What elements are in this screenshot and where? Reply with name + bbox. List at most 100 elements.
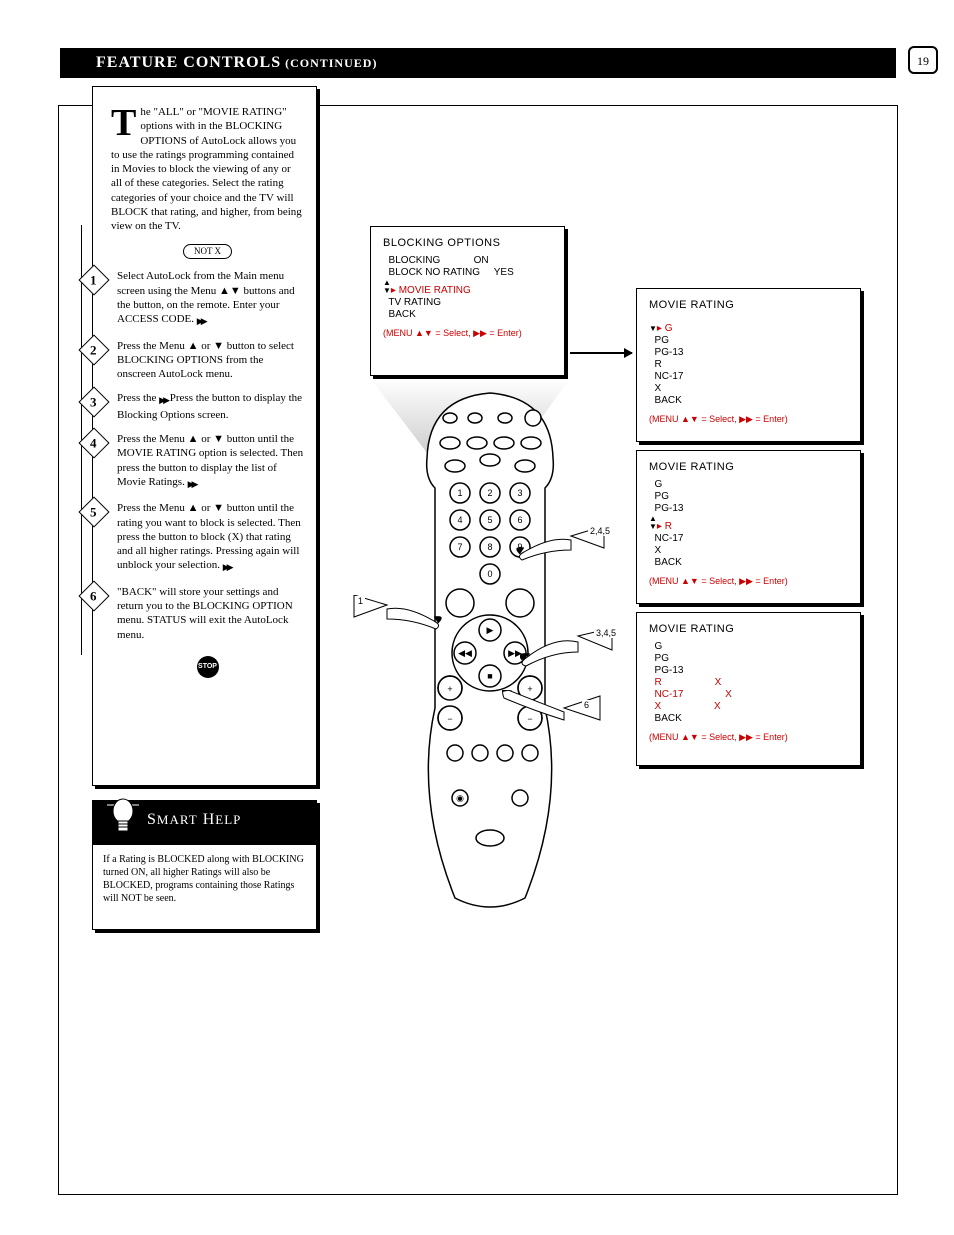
intro-text: T he "ALL" or "MOVIE RATING" options wit…: [111, 105, 304, 259]
osd-line: BACK: [649, 713, 848, 724]
osd-line: G: [649, 641, 848, 652]
svg-text:+: +: [447, 684, 452, 694]
steps-list: 1 Select AutoLock from the Main menu scr…: [111, 269, 304, 678]
osd-line: BLOCKING ON: [383, 255, 552, 266]
title-paren2: ): [372, 56, 377, 70]
step-1: 1 Select AutoLock from the Main menu scr…: [111, 269, 304, 328]
osd-footer: (MENU ▲▼ = Select, ▶▶ = Enter): [649, 732, 848, 743]
osd-line: NC-17 X: [649, 689, 848, 700]
step-text: "BACK" will store your settings and retu…: [117, 586, 293, 641]
svg-text:8: 8: [487, 542, 492, 552]
ffwd-icon: [223, 560, 231, 574]
osd-line: PG-13: [649, 665, 848, 676]
sel-arrows-icon: ▼: [649, 317, 657, 333]
osd-line: NC-17: [649, 533, 848, 544]
svg-text:3: 3: [517, 488, 522, 498]
step-6: 6 "BACK" will store your settings and re…: [111, 585, 304, 642]
title-continued: CONTINUED: [290, 56, 372, 70]
osd-movie-rating-2: MOVIE RATING G PG PG-13 ▲▼▸ R NC-17 X BA…: [636, 450, 861, 604]
title-paren: (: [281, 56, 290, 70]
svg-text:■: ■: [487, 671, 492, 681]
osd-line: PG: [649, 653, 848, 664]
step-badge: 4: [78, 427, 109, 458]
osd-title: MOVIE RATING: [649, 299, 848, 311]
instructions-panel: T he "ALL" or "MOVIE RATING" options wit…: [92, 86, 317, 786]
osd-blocking-options: BLOCKING OPTIONS BLOCKING ON BLOCK NO RA…: [370, 226, 565, 376]
step-text: Press the Menu ▲ or ▼ button until the M…: [117, 433, 303, 488]
step-2: 2 Press the Menu ▲ or ▼ button to select…: [111, 339, 304, 382]
svg-text:2: 2: [487, 488, 492, 498]
osd-line: ▲▼▸ MOVIE RATING: [383, 279, 552, 296]
svg-text:−: −: [447, 714, 452, 724]
svg-text:7: 7: [457, 542, 462, 552]
osd-line: PG-13: [649, 503, 848, 514]
osd-movie-rating-1: MOVIE RATING ▼▸ G PG PG-13 R NC-17 X BAC…: [636, 288, 861, 442]
svg-text:▶: ▶: [487, 625, 494, 635]
osd-footer: (MENU ▲▼ = Select, ▶▶ = Enter): [649, 414, 848, 425]
step-badge: 6: [78, 580, 109, 611]
osd-line: PG: [649, 335, 848, 346]
svg-text:◀◀: ◀◀: [458, 648, 472, 658]
osd-footer: (MENU ▲▼ = Select, ▶▶ = Enter): [383, 328, 552, 339]
svg-text:5: 5: [487, 515, 492, 525]
osd-movie-rating-3: MOVIE RATING G PG PG-13 R X NC-17 X X X …: [636, 612, 861, 766]
osd-line: X: [649, 545, 848, 556]
title-word: EATURE: [107, 54, 179, 71]
callout-label: 3,4,5: [594, 628, 618, 638]
osd-line: PG-13: [649, 347, 848, 358]
title-word2: ONTROLS: [196, 54, 281, 71]
osd-footer: (MENU ▲▼ = Select, ▶▶ = Enter): [649, 576, 848, 587]
step-badge: 3: [78, 387, 109, 418]
not-pill: NOT X: [183, 244, 232, 260]
osd-line: BACK: [649, 557, 848, 568]
smart-help-header: SMART HELP: [93, 801, 316, 845]
osd-line: BACK: [383, 309, 552, 320]
smart-help-body: If a Rating is BLOCKED along with BLOCKI…: [93, 845, 316, 913]
callout-label: 2,4,5: [588, 526, 612, 536]
page-number: 19: [908, 46, 938, 74]
sel-arrows-icon: ▲▼: [649, 515, 657, 531]
osd-line: R: [649, 359, 848, 370]
osd-line: R X: [649, 677, 848, 688]
osd-title: MOVIE RATING: [649, 623, 848, 635]
lightbulb-icon: [103, 787, 143, 843]
intro-body: he "ALL" or "MOVIE RATING" options with …: [111, 106, 302, 232]
ffwd-icon: [159, 393, 167, 407]
step-badge: 5: [78, 497, 109, 528]
osd-title: MOVIE RATING: [649, 461, 848, 473]
osd-line: PG: [649, 491, 848, 502]
stop-icon: STOP: [197, 656, 219, 678]
intro-dropcap: T: [111, 107, 140, 139]
osd-line: X: [649, 383, 848, 394]
arrow-icon: [570, 352, 632, 354]
osd-line: NC-17: [649, 371, 848, 382]
ffwd-icon: [188, 477, 196, 491]
svg-text:1: 1: [457, 488, 462, 498]
svg-text:6: 6: [517, 515, 522, 525]
smart-help-title: SMART HELP: [147, 811, 241, 829]
step-badge: 1: [78, 265, 109, 296]
title-dropcap2: C: [178, 54, 196, 71]
step-4: 4 Press the Menu ▲ or ▼ button until the…: [111, 432, 304, 491]
osd-line: ▲▼▸ R: [649, 515, 848, 532]
hand-callout-6: [502, 690, 602, 750]
svg-text:0: 0: [487, 569, 492, 579]
ffwd-icon: [197, 314, 205, 328]
smart-help-box: SMART HELP If a Rating is BLOCKED along …: [92, 800, 317, 930]
stop-row: STOP: [111, 656, 304, 678]
step-5: 5 Press the Menu ▲ or ▼ button until the…: [111, 501, 304, 574]
osd-line: TV RATING: [383, 297, 552, 308]
step-text: Select AutoLock from the Main menu scree…: [117, 270, 295, 325]
step-3: 3 Press the Press the button to display …: [111, 391, 304, 422]
callout-label: 6: [582, 700, 591, 710]
osd-line: G: [649, 479, 848, 490]
osd-title: BLOCKING OPTIONS: [383, 237, 552, 249]
svg-text:◉: ◉: [456, 793, 464, 803]
sel-arrows-icon: ▲▼: [383, 279, 391, 295]
page-title-bar: FEATURE CONTROLS (CONTINUED): [60, 48, 896, 78]
step-text: Press the Press the button to display th…: [117, 392, 302, 420]
osd-line: ▼▸ G: [649, 317, 848, 334]
svg-text:4: 4: [457, 515, 462, 525]
step-text: Press the Menu ▲ or ▼ button to select B…: [117, 340, 294, 381]
callout-label: 1: [356, 596, 365, 606]
